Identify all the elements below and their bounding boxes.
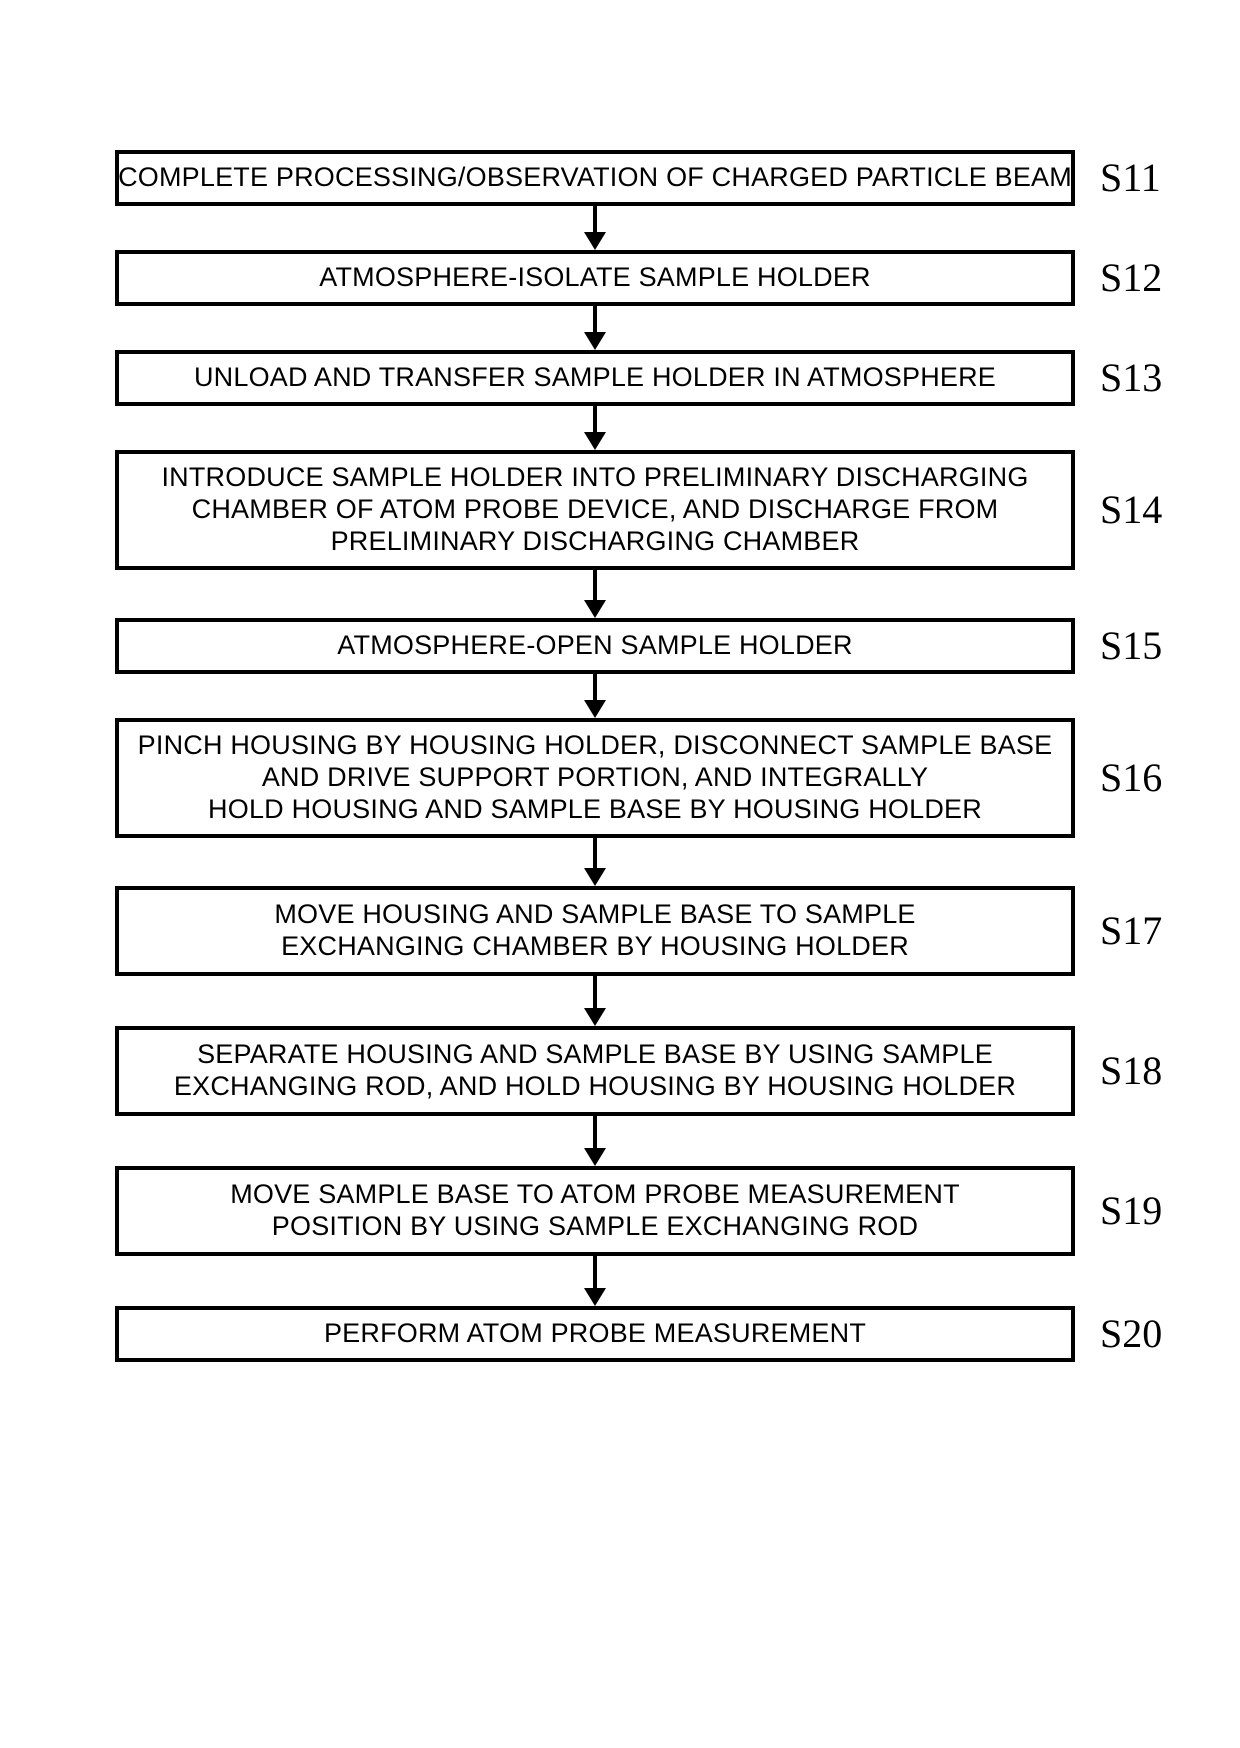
arrow-head-icon [584, 868, 606, 886]
step-text-line: HOLD HOUSING AND SAMPLE BASE BY HOUSING … [208, 794, 982, 826]
arrow-head-icon [584, 1148, 606, 1166]
arrow-shaft [593, 570, 597, 600]
arrow-shaft [593, 306, 597, 332]
step-label-s13: S13 [1100, 354, 1162, 401]
step-text-line: POSITION BY USING SAMPLE EXCHANGING ROD [272, 1211, 918, 1243]
step-label-s12: S12 [1100, 254, 1162, 301]
step-text-line: INTRODUCE SAMPLE HOLDER INTO PRELIMINARY… [161, 462, 1028, 494]
step-label-s14: S14 [1100, 486, 1162, 533]
step-box-s16: PINCH HOUSING BY HOUSING HOLDER, DISCONN… [115, 718, 1075, 838]
step-box-s11: COMPLETE PROCESSING/OBSERVATION OF CHARG… [115, 150, 1075, 206]
step-text-line: EXCHANGING CHAMBER BY HOUSING HOLDER [281, 931, 909, 963]
arrow-head-icon [584, 432, 606, 450]
step-label-s16: S16 [1100, 754, 1162, 801]
arrow-shaft [593, 674, 597, 700]
step-text-line: SEPARATE HOUSING AND SAMPLE BASE BY USIN… [197, 1039, 993, 1071]
step-box-s14: INTRODUCE SAMPLE HOLDER INTO PRELIMINARY… [115, 450, 1075, 570]
step-box-s15: ATMOSPHERE-OPEN SAMPLE HOLDER [115, 618, 1075, 674]
step-text-line: PINCH HOUSING BY HOUSING HOLDER, DISCONN… [138, 730, 1053, 762]
arrow-shaft [593, 976, 597, 1008]
step-text-line: ATMOSPHERE-ISOLATE SAMPLE HOLDER [319, 262, 871, 294]
step-label-s20: S20 [1100, 1310, 1162, 1357]
step-label-s19: S19 [1100, 1187, 1162, 1234]
step-text-line: EXCHANGING ROD, AND HOLD HOUSING BY HOUS… [174, 1071, 1016, 1103]
arrow-head-icon [584, 1288, 606, 1306]
step-text-line: AND DRIVE SUPPORT PORTION, AND INTEGRALL… [262, 762, 928, 794]
arrow-head-icon [584, 700, 606, 718]
step-text-line: CHAMBER OF ATOM PROBE DEVICE, AND DISCHA… [192, 494, 999, 526]
step-box-s13: UNLOAD AND TRANSFER SAMPLE HOLDER IN ATM… [115, 350, 1075, 406]
arrow-head-icon [584, 332, 606, 350]
step-text-line: MOVE HOUSING AND SAMPLE BASE TO SAMPLE [274, 899, 915, 931]
flowchart-canvas: COMPLETE PROCESSING/OBSERVATION OF CHARG… [0, 0, 1240, 1748]
step-label-s15: S15 [1100, 622, 1162, 669]
step-text-line: PERFORM ATOM PROBE MEASUREMENT [324, 1318, 866, 1350]
arrow-head-icon [584, 1008, 606, 1026]
arrow-head-icon [584, 600, 606, 618]
step-box-s18: SEPARATE HOUSING AND SAMPLE BASE BY USIN… [115, 1026, 1075, 1116]
arrow-shaft [593, 838, 597, 868]
step-label-s18: S18 [1100, 1047, 1162, 1094]
arrow-shaft [593, 406, 597, 432]
arrow-shaft [593, 1256, 597, 1288]
step-label-s17: S17 [1100, 907, 1162, 954]
step-text-line: UNLOAD AND TRANSFER SAMPLE HOLDER IN ATM… [194, 362, 996, 394]
step-text-line: ATMOSPHERE-OPEN SAMPLE HOLDER [337, 630, 852, 662]
step-text-line: COMPLETE PROCESSING/OBSERVATION OF CHARG… [118, 162, 1072, 194]
arrow-shaft [593, 1116, 597, 1148]
step-text-line: MOVE SAMPLE BASE TO ATOM PROBE MEASUREME… [230, 1179, 960, 1211]
step-box-s20: PERFORM ATOM PROBE MEASUREMENT [115, 1306, 1075, 1362]
step-box-s12: ATMOSPHERE-ISOLATE SAMPLE HOLDER [115, 250, 1075, 306]
step-box-s17: MOVE HOUSING AND SAMPLE BASE TO SAMPLEEX… [115, 886, 1075, 976]
arrow-shaft [593, 206, 597, 232]
step-text-line: PRELIMINARY DISCHARGING CHAMBER [331, 526, 860, 558]
step-box-s19: MOVE SAMPLE BASE TO ATOM PROBE MEASUREME… [115, 1166, 1075, 1256]
step-label-s11: S11 [1100, 154, 1161, 201]
arrow-head-icon [584, 232, 606, 250]
